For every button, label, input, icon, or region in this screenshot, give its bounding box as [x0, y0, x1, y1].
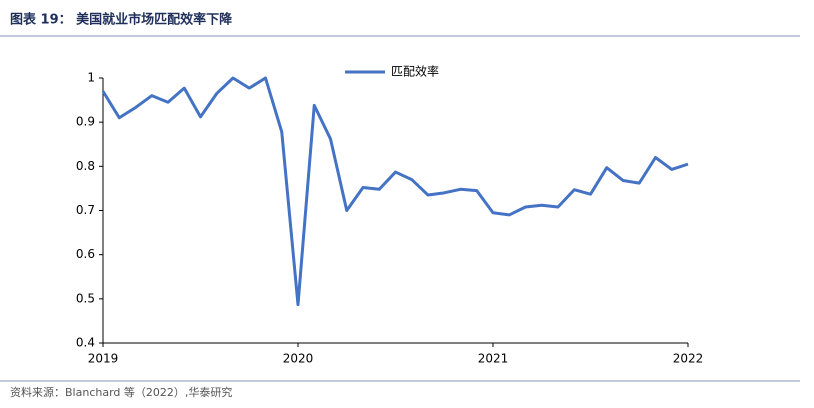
x-tick-label: 2021: [478, 352, 509, 366]
y-tick-label: 0.8: [76, 159, 95, 173]
chart-title: 图表 19： 美国就业市场匹配效率下降: [10, 12, 233, 28]
y-tick-label: 0.7: [76, 203, 95, 217]
y-tick-label: 0.9: [76, 115, 95, 129]
legend-label: 匹配效率: [391, 64, 439, 79]
y-tick-label: 0.5: [76, 291, 95, 305]
y-tick-label: 0.4: [76, 336, 95, 350]
x-tick-label: 2019: [88, 352, 119, 366]
series-line: [101, 76, 689, 307]
y-tick-label: 1: [87, 71, 95, 85]
source-note: 资料来源：Blanchard 等（2022）,华泰研究: [10, 385, 232, 399]
x-tick-label: 2022: [673, 352, 704, 366]
x-tick-label: 2020: [283, 352, 314, 366]
y-tick-label: 0.6: [76, 247, 95, 261]
